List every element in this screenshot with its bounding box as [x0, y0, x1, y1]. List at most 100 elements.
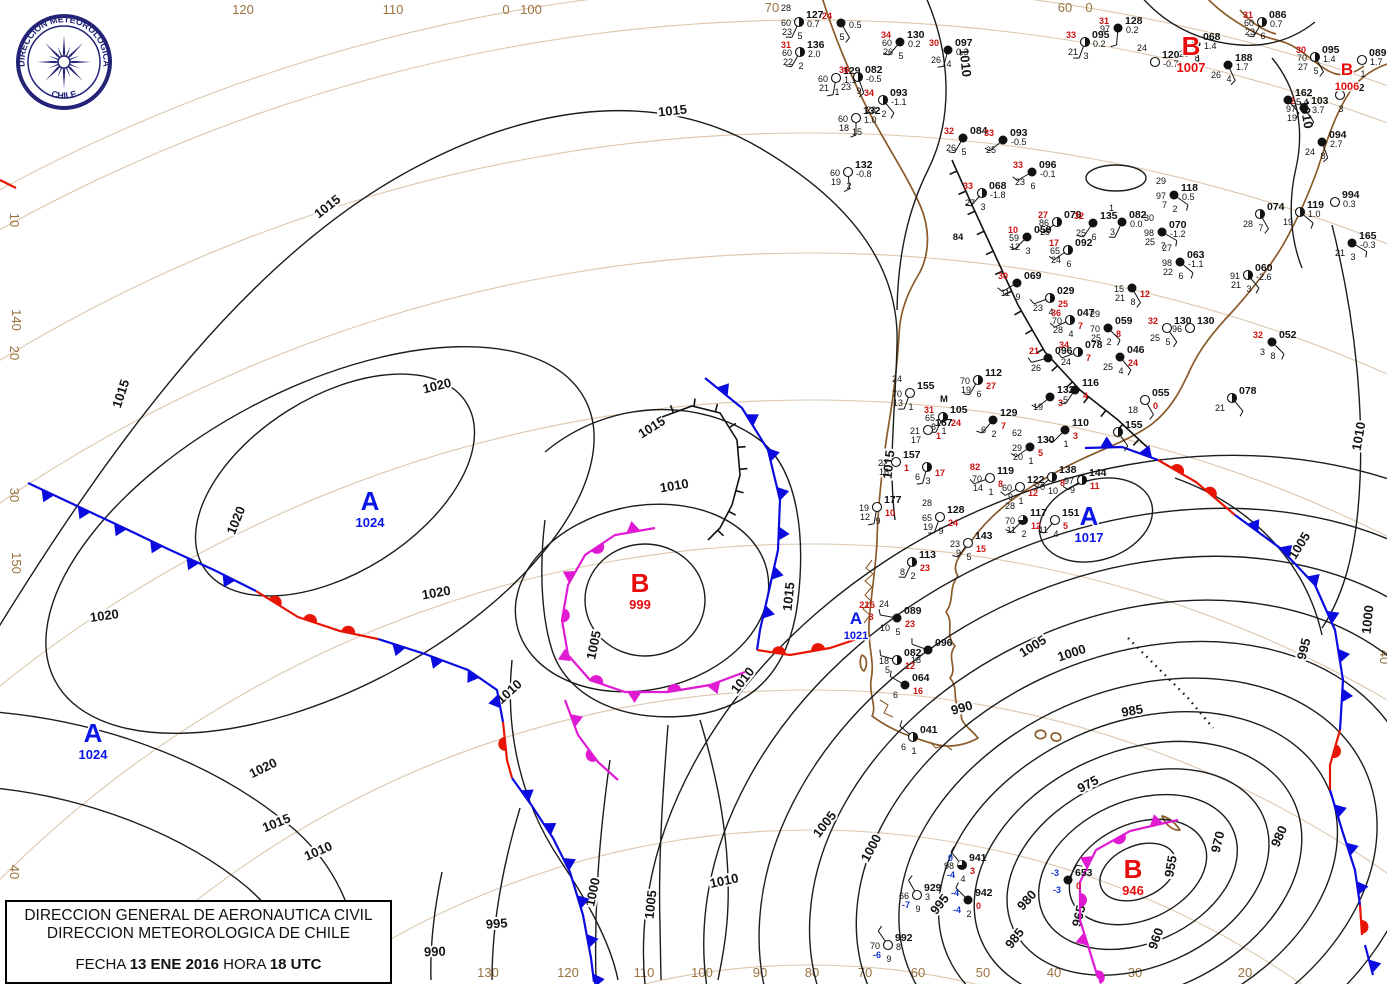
front-barb-tick [985, 250, 994, 256]
station-value: 29 [1156, 176, 1166, 186]
cold-front-triangle [222, 574, 236, 588]
station-value: 4 [960, 874, 965, 884]
station-circle [1027, 167, 1037, 177]
station-value: 5 [898, 51, 903, 61]
station-value: 0.2 [1093, 39, 1106, 49]
front-barb-tick [994, 270, 1003, 276]
warm-front-scallop [1080, 893, 1087, 908]
station-value: 11 [1007, 525, 1016, 535]
warm-front-scallop [771, 646, 786, 655]
station-value: 1 [941, 426, 946, 436]
station-value: 6 [981, 425, 986, 435]
station-value: 9 [856, 86, 861, 96]
station-value: 25 [1076, 228, 1086, 238]
station-value: 3 [970, 866, 975, 876]
station-value: 095 [1322, 44, 1340, 56]
station-plot: 28 65 128 24 19 9 [922, 498, 965, 536]
cold-front-triangle [716, 383, 730, 397]
station-value: -1.2 [1170, 229, 1186, 239]
station-value: 5 [797, 31, 802, 41]
isobar-label: 980 [1014, 887, 1040, 913]
station-value: 078 [1239, 385, 1257, 397]
station-value: 12 [1028, 488, 1038, 498]
station-value: 20 [1013, 452, 1023, 462]
station-value: 19 [961, 385, 971, 395]
graticule-label: 20 [1238, 965, 1252, 980]
cold-front-triangle [776, 486, 790, 501]
pressure-center-value: 946 [1122, 883, 1144, 898]
station-circle [1088, 218, 1098, 228]
station-value: 942 [975, 887, 993, 899]
station-circle [1049, 514, 1061, 526]
logo-star-ray [62, 35, 66, 62]
cold-front-triangle [1099, 436, 1114, 448]
cold-front-triangle [1341, 688, 1354, 703]
station-plot: 30 98 070-1.2 25 7 [1144, 213, 1187, 251]
cold-front-triangle [1079, 856, 1093, 869]
station-value: -0.7 [1163, 59, 1179, 69]
station-value: 33 [1013, 160, 1023, 170]
station-value: 12 [905, 661, 915, 671]
station-value: 1 [904, 463, 909, 473]
wind-barb-feather [1005, 529, 1012, 533]
station-value: 31 [1243, 10, 1253, 20]
front-barb-tick [949, 170, 958, 176]
isobar-1020-inner [194, 373, 476, 597]
isobar-1010-ne-coastal [896, 0, 947, 311]
station-value: 4 [1068, 329, 1073, 339]
station-value: 1 [936, 431, 941, 441]
station-value: 5 [966, 552, 971, 562]
isobar-ring [703, 507, 1387, 984]
isobar-ring [758, 555, 1387, 984]
station-value: 8 [1320, 151, 1325, 161]
wind-barb-feather [1365, 251, 1368, 258]
station-value: 130 [1037, 434, 1055, 446]
wind-barb-feather [1047, 439, 1054, 443]
warm-front-scallop [268, 595, 282, 607]
station-value: 1 [1109, 203, 1114, 213]
station-value: 5 [1038, 448, 1043, 458]
isobar-1010-ne-corner [1271, 57, 1303, 269]
station-value: 2 [910, 571, 915, 581]
station-circle [911, 889, 923, 901]
graticule-label: 120 [232, 2, 254, 17]
station-value: 10 [1008, 225, 1018, 235]
station-value: 7 [1162, 200, 1167, 210]
station-value: -4 [947, 870, 955, 880]
station-value: 33 [1066, 30, 1076, 40]
wind-barb-feather [889, 670, 892, 677]
wind-barb-feather [1310, 121, 1315, 128]
station-value: 34 [864, 88, 874, 98]
station-plot: 34 078 7 24 [1057, 339, 1103, 367]
station-circle [1070, 385, 1080, 395]
station-plot: 078 21 [1215, 385, 1257, 417]
station-value: 094 [1329, 129, 1347, 141]
station-value: 068 [1203, 31, 1221, 43]
isobar-label: 965 [1069, 904, 1089, 929]
graticule-label: 110 [383, 2, 404, 17]
station-circle [830, 72, 842, 84]
station-plot: 32 052 3 8 [1253, 329, 1297, 361]
station-value: 8 [931, 422, 936, 432]
cold-front-triangle [1138, 445, 1153, 458]
graticule-label: 40 [7, 865, 22, 879]
station-value: 122 [1027, 474, 1045, 486]
station-circle [1014, 481, 1026, 493]
front-barb-tick [1066, 381, 1074, 388]
wind-barb-feather [868, 523, 875, 526]
station-circle [1184, 322, 1196, 334]
station-value: 0.5 [849, 20, 862, 30]
station-value: 8 [1060, 478, 1065, 488]
station-circle [892, 613, 902, 623]
station-value: 4 [1118, 366, 1123, 376]
station-value: 29 [1090, 309, 1100, 319]
station-value: 070 [1169, 219, 1187, 231]
pressure-center-value: 1021 [844, 630, 868, 642]
station-value: -0.8 [856, 169, 872, 179]
wind-barb-feather [1310, 222, 1314, 229]
wind-barb-feather [858, 92, 865, 98]
